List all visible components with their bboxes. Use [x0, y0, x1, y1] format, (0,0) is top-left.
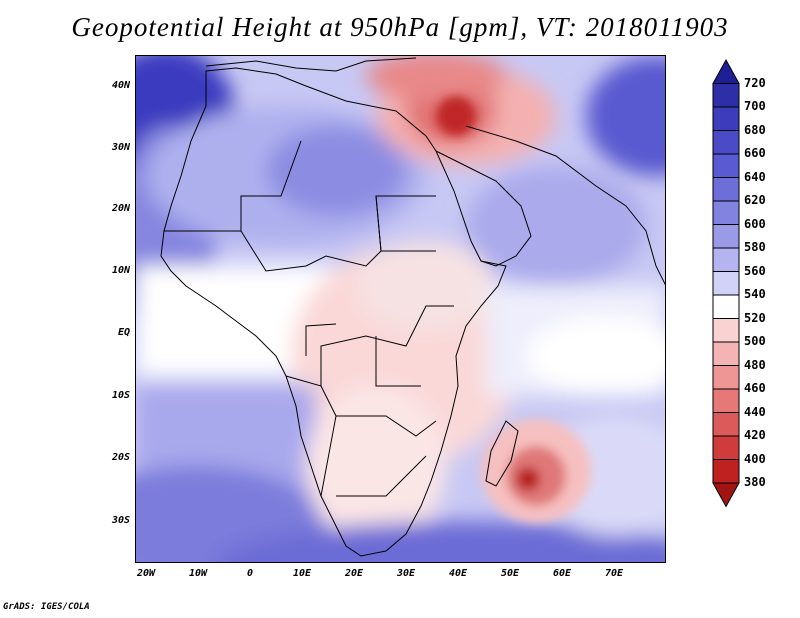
colorbar-cell — [712, 224, 740, 249]
lon-label-70e: 70E — [604, 568, 624, 579]
lat-label-10n: 10N — [111, 265, 130, 276]
colorbar-label-600: 600 — [744, 216, 766, 231]
colorbar-cell — [712, 83, 740, 108]
lon-label-30e: 30E — [396, 568, 416, 579]
colorbar-label-520: 520 — [744, 310, 766, 325]
lon-label-0: 0 — [246, 568, 254, 579]
colorbar-cell — [712, 341, 740, 366]
colorbar-label-400: 400 — [744, 451, 766, 466]
height-field — [136, 56, 665, 562]
colorbar-label-480: 480 — [744, 357, 766, 372]
colorbar-cell — [712, 153, 740, 178]
colorbar-label-440: 440 — [744, 404, 766, 419]
madagascar-low — [481, 419, 591, 523]
lat-label-40n: 40N — [111, 80, 130, 91]
grads-credit: GrADS: IGES/COLA — [3, 602, 90, 612]
colorbar-label-540: 540 — [744, 287, 766, 301]
colorbar-cap-top — [712, 58, 740, 84]
lat-label-20s: 20S — [111, 452, 130, 463]
colorbar-label-560: 560 — [744, 263, 766, 278]
lon-label-40e: 40E — [448, 568, 468, 579]
colorbar-cell — [712, 200, 740, 225]
lat-label-30n: 30N — [111, 142, 130, 153]
lat-label-eq: EQ — [117, 327, 130, 338]
colorbar-label-580: 580 — [744, 240, 766, 254]
colorbar-cell — [712, 365, 740, 390]
colorbar-cell — [712, 318, 740, 343]
geopotential-map — [136, 56, 665, 562]
colorbar-cell — [712, 271, 740, 296]
lon-label-10e: 10E — [292, 568, 312, 579]
colorbar-label-460: 460 — [744, 381, 766, 395]
colorbar-cell — [712, 435, 740, 460]
colorbar-label-420: 420 — [744, 428, 766, 442]
colorbar-label-620: 620 — [744, 193, 766, 207]
colorbar-cell — [712, 412, 740, 437]
lon-label-50e: 50E — [500, 568, 520, 579]
coastlines — [160, 57, 665, 557]
lon-label-20w: 20W — [136, 568, 156, 579]
lat-label-30s: 30S — [111, 515, 130, 526]
colorbar-label-700: 700 — [744, 99, 766, 113]
lat-label-10s: 10S — [111, 390, 130, 401]
colorbar-cell — [712, 294, 740, 319]
colorbar-cell — [712, 130, 740, 155]
colorbar-label-660: 660 — [744, 146, 766, 160]
lon-label-60e: 60E — [552, 568, 572, 579]
map-panel — [135, 55, 666, 563]
lat-label-20n: 20N — [111, 203, 130, 214]
colorbar-label-720: 720 — [744, 75, 766, 90]
lon-label-10w: 10W — [188, 568, 208, 579]
colorbar-label-500: 500 — [744, 334, 766, 348]
colorbar-label-640: 640 — [744, 169, 766, 184]
colorbar-cell — [712, 459, 740, 484]
chart-title: Geopotential Height at 950hPa [gpm], VT:… — [71, 12, 729, 42]
colorbar-cell — [712, 247, 740, 272]
colorbar-cell — [712, 388, 740, 413]
colorbar-cell — [712, 177, 740, 202]
lon-label-20e: 20E — [344, 568, 364, 579]
colorbar-label-380: 380 — [744, 475, 766, 489]
colorbar-cell — [712, 106, 740, 131]
colorbar-label-680: 680 — [744, 122, 766, 137]
colorbar-cap-bottom — [712, 482, 740, 508]
